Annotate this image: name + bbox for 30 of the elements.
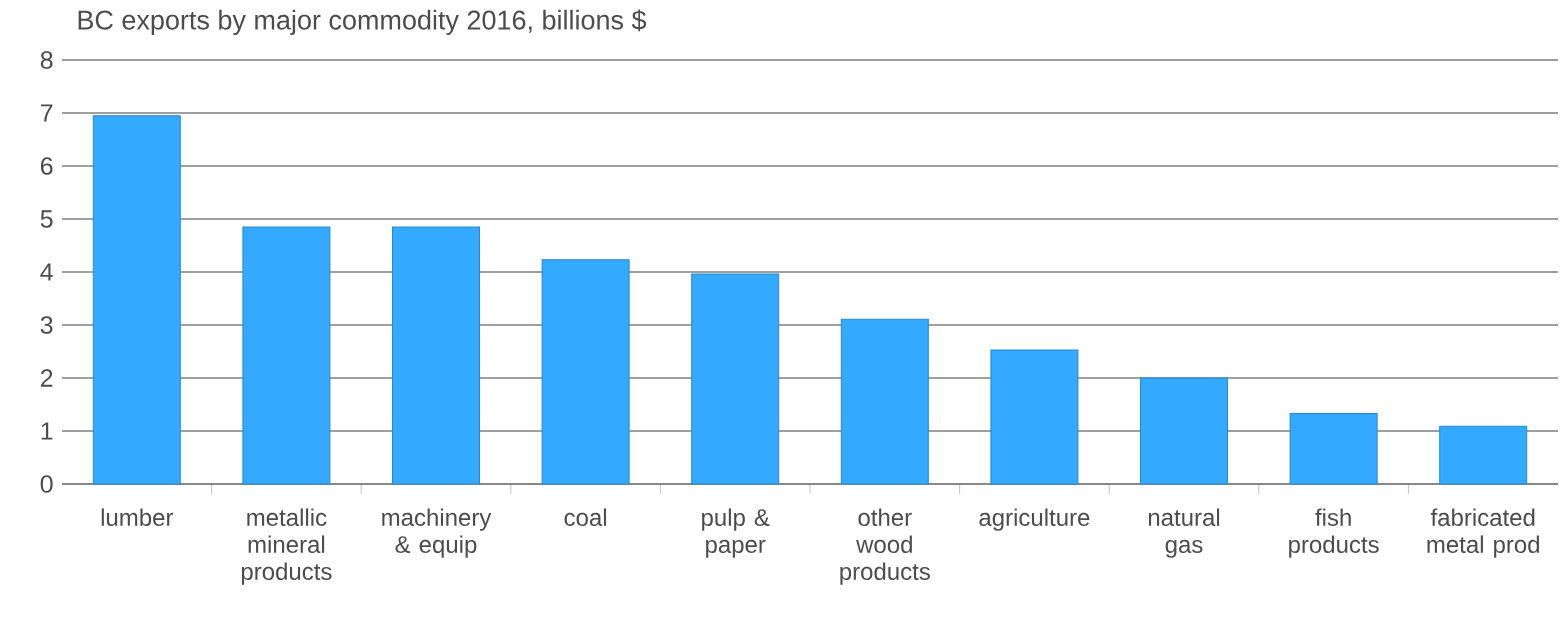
- bar: [1140, 377, 1229, 485]
- y-tick-label: 5: [40, 210, 53, 228]
- x-tick-label: fish products: [1289, 508, 1379, 558]
- bar: [691, 273, 780, 485]
- bar: [1289, 413, 1378, 485]
- y-tick-label: 3: [40, 316, 53, 334]
- x-tick-label: other wood products: [840, 508, 930, 585]
- bar: [1439, 425, 1528, 485]
- y-tick-label: 6: [40, 157, 53, 175]
- x-tick-label: fabricated metal prod: [1427, 508, 1539, 558]
- y-tick-label: 7: [40, 104, 53, 122]
- bar: [92, 115, 181, 485]
- x-tick-label: lumber: [101, 508, 174, 527]
- y-tick-label: 2: [40, 369, 53, 387]
- bar: [541, 259, 630, 485]
- y-tick-label: 1: [41, 422, 53, 440]
- bar: [242, 226, 331, 485]
- y-tick-label: 4: [40, 263, 53, 281]
- x-tick-label: agriculture: [979, 508, 1090, 531]
- y-tick-label: 0: [40, 475, 53, 493]
- x-tick-label: machinery & equip: [382, 508, 492, 558]
- bar: [990, 349, 1079, 485]
- bar: [840, 318, 929, 485]
- y-tick-label: 8: [40, 51, 53, 69]
- bar: [392, 226, 480, 485]
- x-tick-label: metallic mineral products: [241, 508, 332, 585]
- x-tick-label: pulp & paper: [702, 508, 770, 558]
- x-tick-label: coal: [564, 508, 607, 527]
- x-tick-label: natural gas: [1148, 508, 1220, 558]
- chart-title: BC exports by major commodity 2016, billions $: [78, 9, 647, 35]
